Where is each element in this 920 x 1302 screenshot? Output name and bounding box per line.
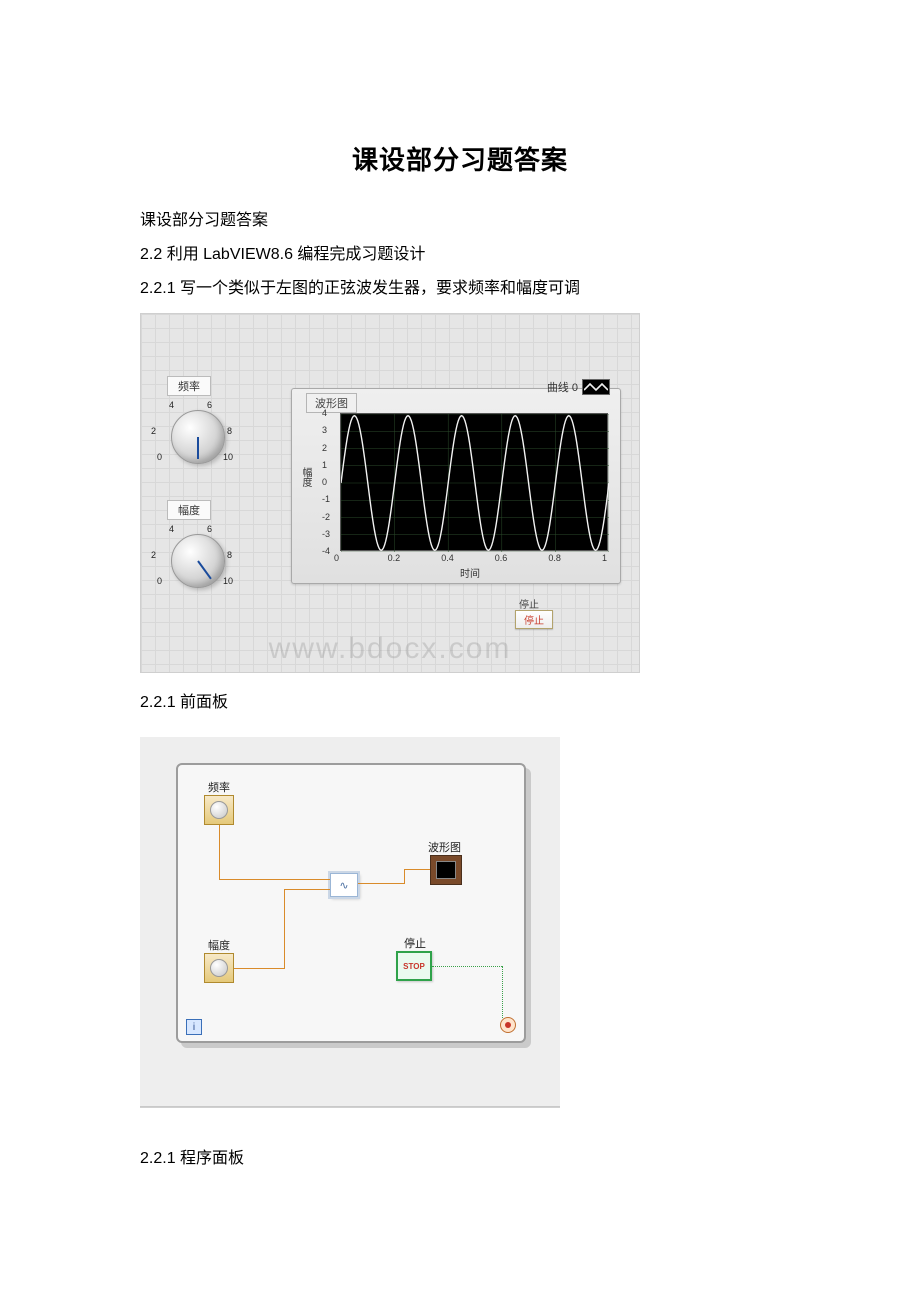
- wire-bool: [432, 966, 502, 967]
- y-tick: 1: [322, 460, 327, 470]
- document-page: 课设部分习题答案 课设部分习题答案 2.2 利用 LabVIEW8.6 编程完成…: [0, 0, 920, 1237]
- bd-waveform-chart[interactable]: [430, 855, 462, 885]
- caption-frontpanel: 2.2.1 前面板: [140, 687, 780, 719]
- wire: [219, 825, 220, 879]
- caption-blockdiag: 2.2.1 程序面板: [140, 1143, 780, 1175]
- y-tick: 0: [322, 477, 327, 487]
- frequency-needle: [197, 437, 199, 459]
- bd-freq-label: 频率: [208, 779, 230, 795]
- plot-area: [340, 413, 608, 551]
- paragraph-3: 2.2.1 写一个类似于左图的正弦波发生器，要求频率和幅度可调: [140, 273, 780, 305]
- amplitude-dial-group: 幅度 0 2 4 6 8 10: [155, 500, 245, 580]
- freq-tick-2: 2: [151, 426, 156, 436]
- stop-label: 停止: [519, 596, 539, 611]
- front-panel-figure: 频率 0 2 4 6 8 10 幅度 0 2 4 6 8 10: [140, 313, 640, 673]
- amplitude-needle: [197, 560, 212, 579]
- amp-tick-2: 2: [151, 550, 156, 560]
- stop-button[interactable]: 停止: [515, 610, 553, 629]
- paragraph-1: 课设部分习题答案: [140, 205, 780, 237]
- bd-iteration-terminal: i: [186, 1019, 202, 1035]
- wire: [284, 889, 330, 890]
- freq-tick-8: 8: [227, 426, 232, 436]
- frequency-dial[interactable]: [171, 410, 225, 464]
- x-tick: 1: [602, 553, 607, 563]
- graph-legend: 曲线 0: [547, 379, 610, 395]
- bd-stop-terminal[interactable]: STOP: [396, 951, 432, 981]
- bd-stop-label: 停止: [404, 935, 426, 951]
- freq-tick-4: 4: [169, 400, 174, 410]
- y-tick: 2: [322, 443, 327, 453]
- x-tick: 0: [334, 553, 339, 563]
- wire: [284, 889, 285, 969]
- freq-tick-6: 6: [207, 400, 212, 410]
- amplitude-dial[interactable]: [171, 534, 225, 588]
- bd-amp-control[interactable]: [204, 953, 234, 983]
- while-loop: 频率 幅度 波形图 ∿ 停止 STOP i: [176, 763, 526, 1043]
- wire: [234, 968, 284, 969]
- wire: [404, 869, 405, 884]
- amp-tick-6: 6: [207, 524, 212, 534]
- paragraph-2: 2.2 利用 LabVIEW8.6 编程完成习题设计: [140, 239, 780, 271]
- x-axis-label: 时间: [460, 565, 480, 580]
- waveform-graph-panel: 波形图 曲线 0 幅度 时间 43210-1-2-3-400.20.40.60.…: [291, 388, 621, 584]
- bd-chart-label: 波形图: [428, 839, 461, 855]
- y-axis-label: 幅度: [298, 467, 313, 487]
- amp-tick-4: 4: [169, 524, 174, 534]
- y-tick: -2: [322, 512, 330, 522]
- y-tick: -1: [322, 494, 330, 504]
- bd-sine-generator-vi[interactable]: ∿: [330, 873, 358, 897]
- wire: [404, 869, 430, 870]
- bd-freq-control[interactable]: [204, 795, 234, 825]
- graph-title: 波形图: [306, 393, 357, 413]
- x-tick: 0.8: [548, 553, 561, 563]
- amp-tick-8: 8: [227, 550, 232, 560]
- x-tick: 0.4: [441, 553, 454, 563]
- amp-tick-10: 10: [223, 576, 233, 586]
- y-tick: 4: [322, 408, 327, 418]
- amp-tick-0: 0: [157, 576, 162, 586]
- y-tick: -4: [322, 546, 330, 556]
- y-tick: -3: [322, 529, 330, 539]
- wire-bool: [502, 966, 503, 1018]
- x-tick: 0.2: [388, 553, 401, 563]
- bd-loop-condition[interactable]: [500, 1017, 516, 1033]
- y-tick: 3: [322, 425, 327, 435]
- frequency-label: 频率: [167, 376, 211, 396]
- amplitude-label: 幅度: [167, 500, 211, 520]
- x-tick: 0.6: [495, 553, 508, 563]
- sine-plot-svg: [341, 414, 609, 552]
- wire: [358, 883, 404, 884]
- frequency-dial-group: 频率 0 2 4 6 8 10: [155, 376, 245, 456]
- wire: [219, 879, 330, 880]
- legend-swatch: [582, 379, 610, 395]
- watermark-text: www.bdocx.com: [141, 632, 639, 666]
- freq-tick-0: 0: [157, 452, 162, 462]
- block-diagram-figure: 频率 幅度 波形图 ∿ 停止 STOP i: [140, 737, 560, 1107]
- document-title: 课设部分习题答案: [140, 140, 780, 177]
- freq-tick-10: 10: [223, 452, 233, 462]
- bd-amp-label: 幅度: [208, 937, 230, 953]
- legend-label: 曲线 0: [547, 379, 578, 395]
